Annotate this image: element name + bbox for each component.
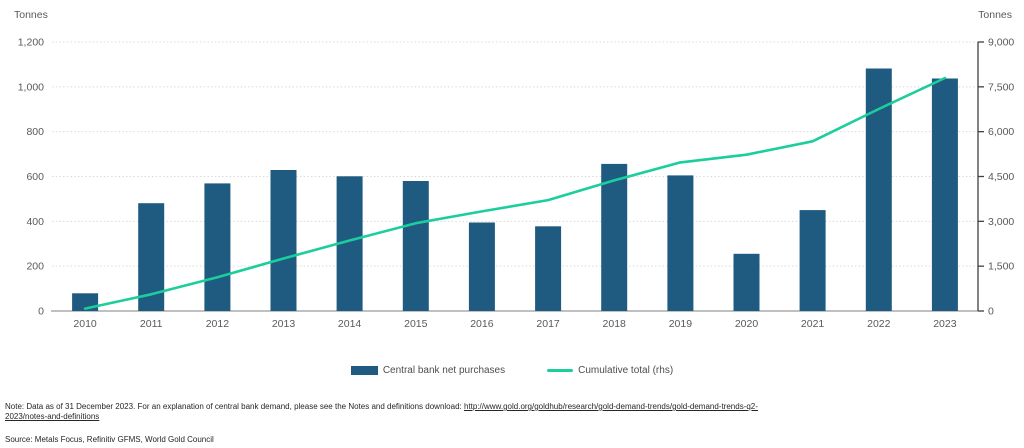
bar-2021 [799, 210, 826, 311]
legend-label-bar-series: Central bank net purchases [382, 364, 506, 376]
plot-svg: 0 200 400 600 800 1,000 1,200 0 1,500 3,000 4,500 6… [18, 37, 1015, 331]
bar-2012 [204, 183, 231, 311]
legend: Central bank net purchases Cumulative to… [0, 364, 1024, 376]
legend-label-line-series: Cumulative total (rhs) [578, 364, 674, 376]
x-axis-tick-label: 2013 [272, 318, 296, 330]
right-axis-tick-label: 3,000 [988, 216, 1014, 228]
source-text: Source: Metals Focus, Refinitiv GFMS, Wo… [5, 435, 214, 444]
left-axis-tick-label: 600 [26, 171, 44, 183]
legend-item-central-bank-net-purchases[interactable]: Central bank net purchases [350, 364, 506, 376]
bar-2018 [601, 163, 628, 311]
bar-2013 [270, 170, 297, 311]
bar-2017 [535, 226, 562, 311]
right-axis-tick-label: 0 [988, 306, 994, 318]
x-axis-tick-label: 2021 [801, 318, 825, 330]
right-axis-tick-label: 1,500 [988, 261, 1014, 273]
cumulative-total-line [83, 76, 947, 310]
legend-item-cumulative-total[interactable]: Cumulative total (rhs) [547, 365, 673, 376]
x-axis-tick-label: 2010 [73, 318, 97, 330]
right-axis-tick-label: 9,000 [988, 37, 1014, 49]
bar-2019 [667, 175, 694, 311]
bar-2020 [733, 253, 760, 311]
left-axis-title: Tonnes [14, 9, 48, 21]
left-axis-tick-label: 800 [26, 126, 44, 138]
x-axis-tick-label: 2018 [603, 318, 627, 330]
x-axis-tick-label: 2014 [338, 318, 362, 330]
left-axis-tick-label: 400 [26, 216, 44, 228]
left-axis-tick-label: 1,000 [18, 81, 44, 93]
x-axis-tick-label: 2023 [933, 318, 957, 330]
bar-series-swatch-icon [350, 365, 378, 375]
x-axis-tick-label: 2011 [140, 318, 163, 330]
x-axis-tick-label: 2020 [735, 318, 759, 330]
x-axis-tick-label: 2019 [669, 318, 693, 330]
x-axis-tick-label: 2012 [206, 318, 230, 330]
bar-2016 [468, 222, 495, 311]
x-axis-tick-label: 2016 [470, 318, 494, 330]
x-axis-tick-label: 2015 [404, 318, 428, 330]
x-axis-tick-label: 2022 [867, 318, 891, 330]
x-axis-tick-label: 2017 [536, 318, 560, 330]
chart: Tonnes Tonnes 0 200 400 600 800 1,000 1,200 0 1,… [14, 9, 1015, 331]
right-axis-tick-label: 7,500 [988, 81, 1014, 93]
notes-and-definitions-link[interactable]: http://www.gold.org/goldhub/research/gol… [5, 402, 758, 421]
right-axis-title: Tonnes [978, 9, 1012, 21]
bar-2023 [931, 78, 958, 311]
right-axis-tick-label: 4,500 [988, 171, 1014, 183]
left-axis-tick-label: 1,200 [18, 37, 44, 49]
left-axis-tick-label: 0 [38, 306, 44, 318]
bar-2015 [402, 181, 429, 311]
right-axis-tick-label: 6,000 [988, 126, 1014, 138]
line-series-swatch-icon [547, 368, 574, 372]
note: Note: Data as of 31 December 2023. For a… [5, 402, 767, 422]
note-text: Note: Data as of 31 December 2023. For a… [5, 402, 464, 411]
left-axis-tick-label: 200 [26, 261, 44, 273]
